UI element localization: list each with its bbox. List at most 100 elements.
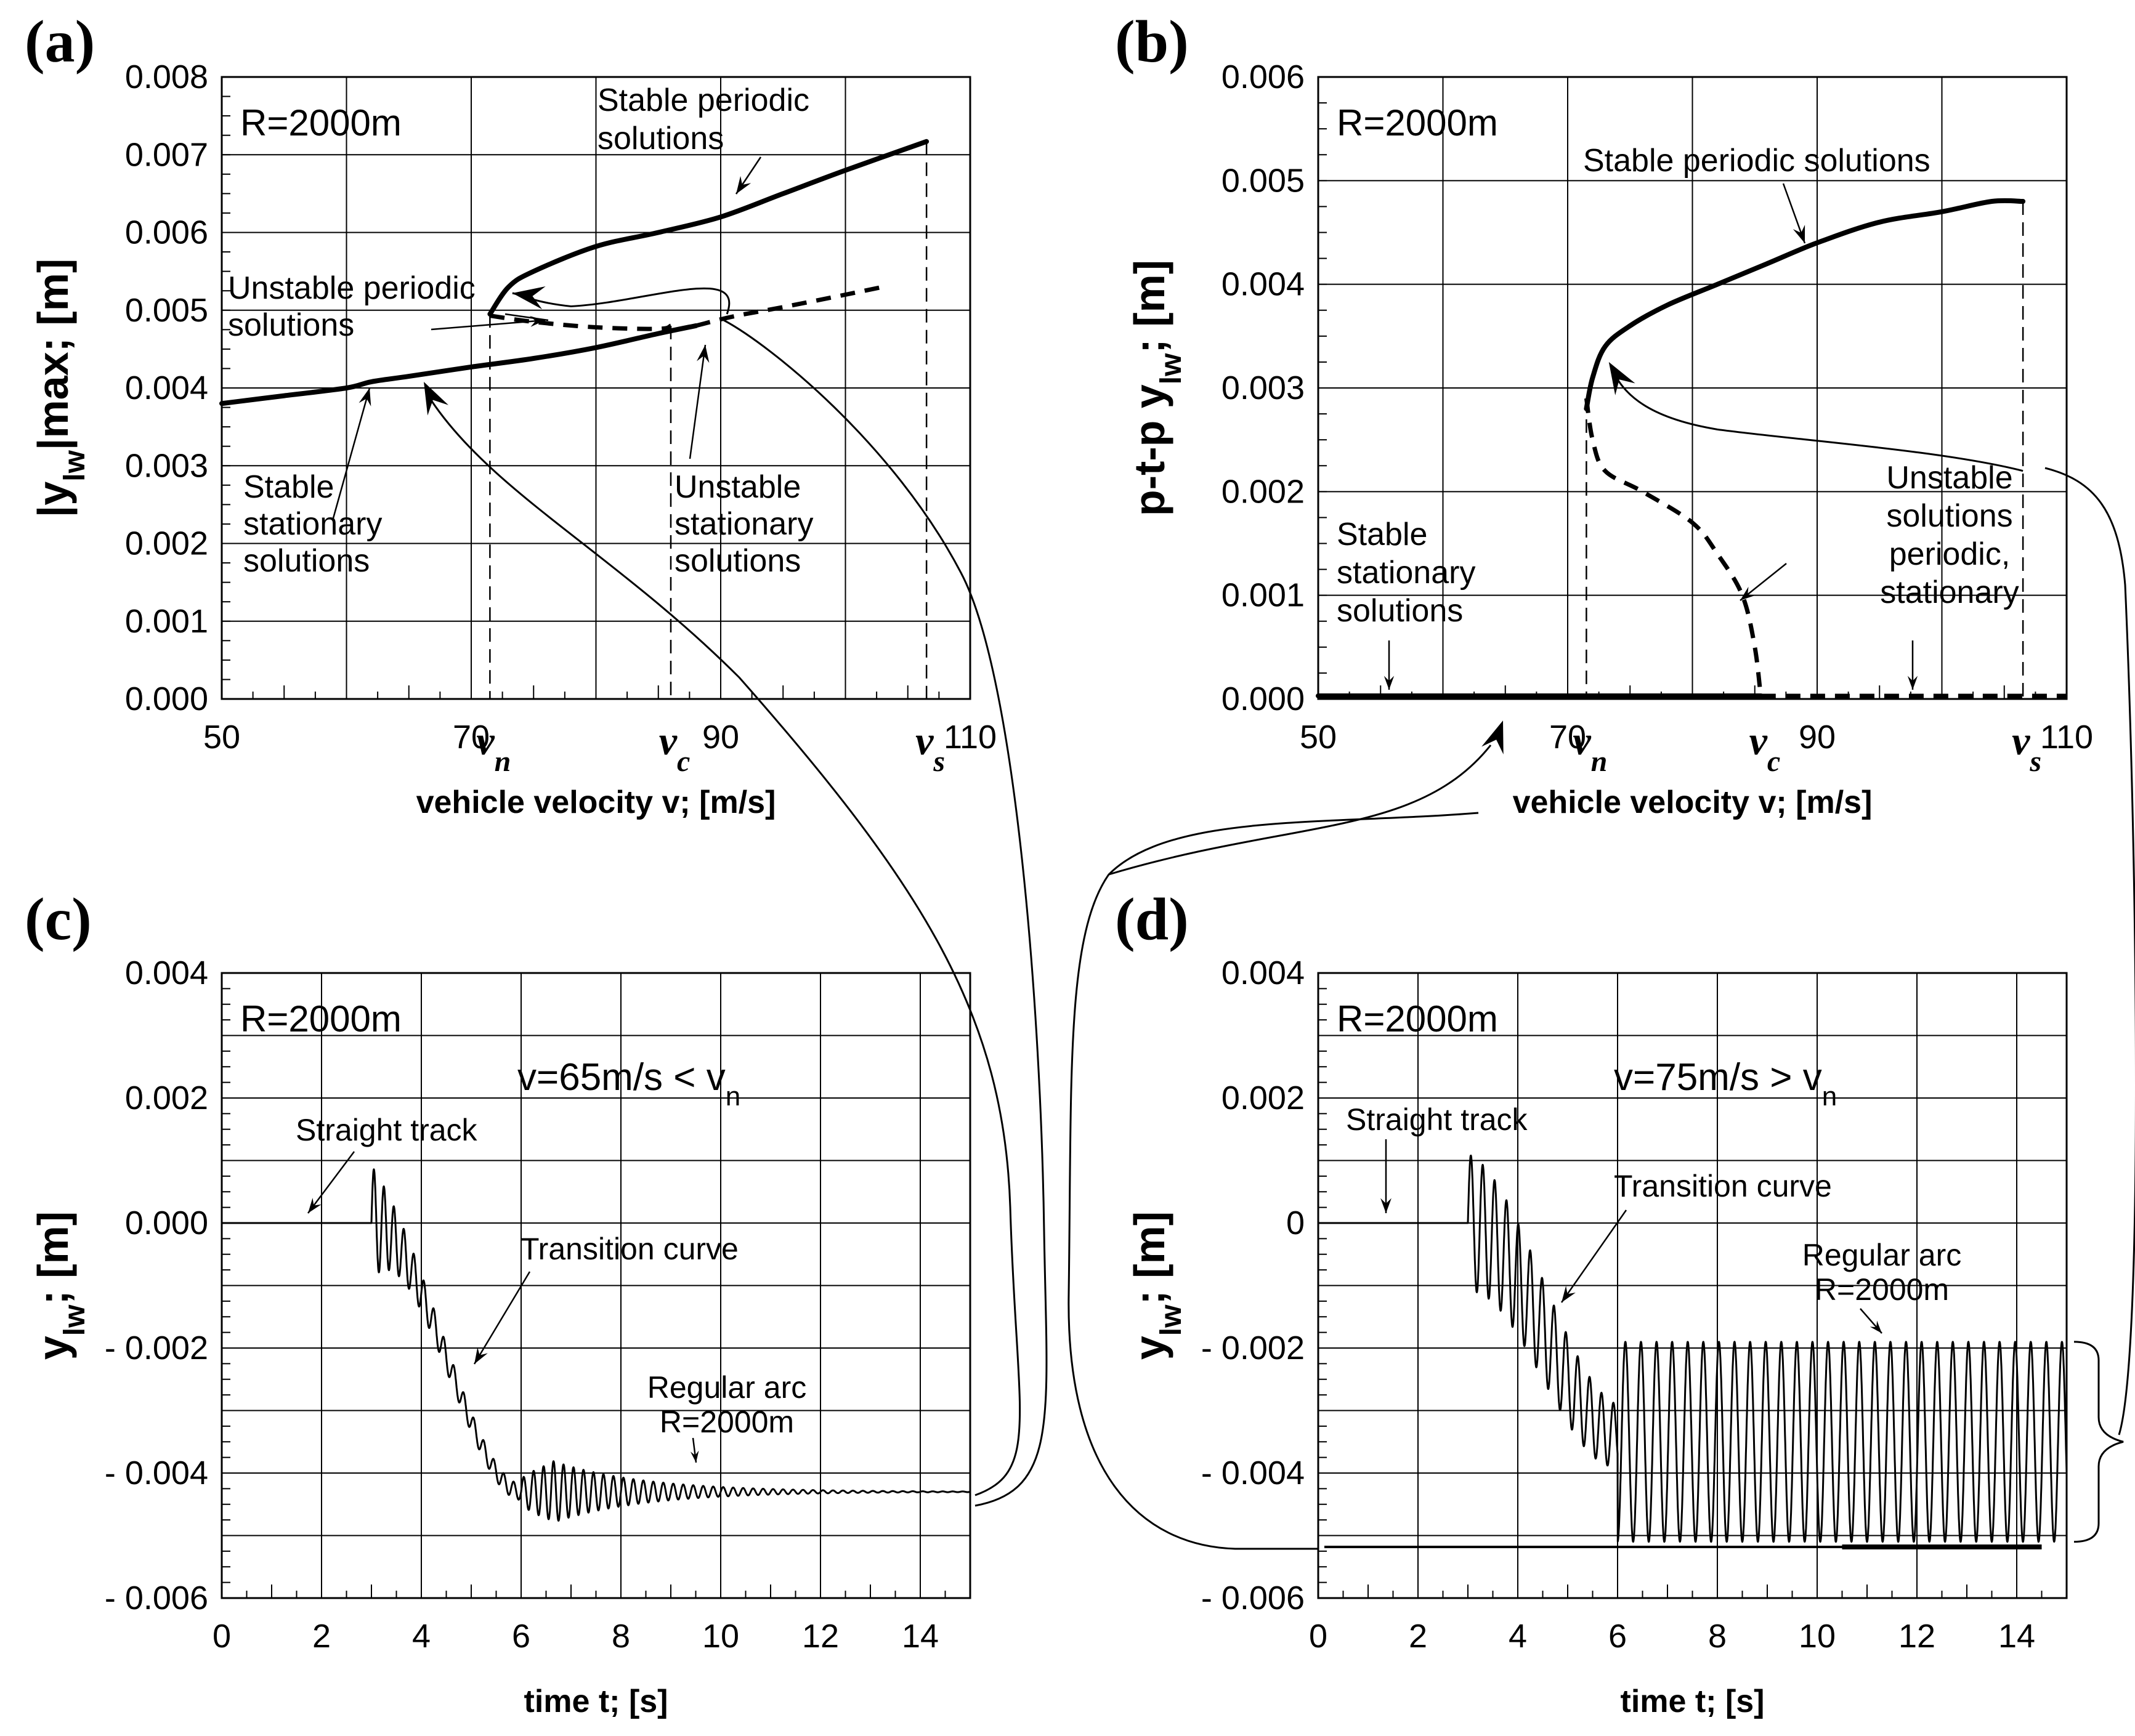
x-tick-label: 2 (312, 1618, 331, 1655)
annotation-text: Stable periodic (598, 83, 809, 118)
y-tick-label: - 0.006 (1201, 1580, 1305, 1617)
velocity-label: v=75m/s > vn (1614, 1056, 1837, 1112)
x-tick-label: 90 (1799, 719, 1836, 756)
annotation-leader (431, 319, 546, 331)
y-tick-label: 0.005 (1221, 162, 1305, 199)
radius-label: R=2000m (240, 998, 402, 1040)
y-tick-label: - 0.004 (1201, 1455, 1305, 1492)
time-signal (1317, 1154, 2068, 1543)
critical-speed-label: vs (2012, 719, 2041, 778)
x-tick-label: 4 (1509, 1618, 1527, 1655)
x-tick-label: 50 (203, 719, 240, 756)
annotation-text: R=2000m (1815, 1272, 1949, 1307)
series-line-2 (489, 313, 672, 331)
annotation-arrowhead (359, 388, 371, 406)
annotation-text: solutions (243, 543, 370, 579)
y-tick-label: 0 (1286, 1205, 1305, 1241)
annotation-arrowhead (690, 1450, 699, 1463)
annotation-text: Transition curve (1614, 1169, 1832, 1203)
x-tick-label: 110 (944, 719, 997, 756)
x-axis-label: vehicle velocity v; [m/s] (416, 785, 776, 820)
x-tick-label: 6 (512, 1618, 530, 1655)
y-tick-label: 0.006 (125, 214, 208, 251)
series-line-0 (219, 323, 699, 406)
annotation-text: Unstable (675, 469, 801, 505)
x-tick-label: 10 (702, 1618, 739, 1655)
x-tick-label: 6 (1608, 1618, 1627, 1655)
annotation-leader (473, 1271, 531, 1365)
time-signal (221, 1168, 971, 1522)
critical-speed-label: vc (1749, 719, 1781, 778)
trajectory-arrowhead (512, 286, 546, 310)
x-axis-label: time t; [s] (1621, 1684, 1765, 1719)
y-tick-label: 0.002 (1221, 473, 1305, 510)
annotation-text: Unstable periodic (228, 270, 476, 306)
radius-label: R=2000m (1337, 998, 1498, 1040)
x-tick-label: 14 (1998, 1618, 2035, 1655)
connector-d-to-b (1068, 812, 1479, 1550)
annotation-arrowhead (1562, 1285, 1576, 1302)
x-tick-label: 8 (1708, 1618, 1727, 1655)
axis-ticks (221, 972, 971, 1599)
x-tick-label: 0 (1309, 1618, 1327, 1655)
annotation-text: stationary (1880, 575, 2019, 610)
series-line-1 (695, 285, 884, 328)
y-tick-label: 0.002 (125, 1080, 208, 1116)
annotation-text: Stable (1337, 517, 1427, 552)
annotation-arrowhead (308, 1198, 322, 1213)
critical-speed-label: vn (1573, 719, 1607, 778)
panel-b: (b) 50 70 90 110 0.000 0.001 0.002 0.003 0.004 0.0… (1115, 9, 2093, 820)
panel-c: (c) 0 2 4 6 8 10 12 14 0.004 0.002 0.000 - 0.002 - 0.… (25, 886, 971, 1719)
annotation-leader (504, 313, 549, 321)
connector-curves (424, 319, 2135, 1550)
annotation-text: R=2000m (660, 1405, 794, 1439)
annotation-text: Stable (243, 469, 334, 505)
x-tick-label: 10 (1799, 1618, 1836, 1655)
y-tick-label: 0.007 (125, 136, 208, 173)
panel-label: (a) (25, 9, 95, 75)
x-tick-label: 70 (1549, 719, 1586, 756)
x-tick-label: 14 (902, 1618, 939, 1655)
y-tick-label: 0.004 (125, 955, 208, 991)
annotation-text: solutions (598, 121, 724, 156)
x-tick-label: 50 (1300, 719, 1337, 756)
annotation-text: Straight track (296, 1113, 478, 1147)
annotation-leader (307, 1151, 355, 1214)
y-tick-label: - 0.004 (105, 1455, 208, 1492)
annotation-leader (1560, 1209, 1627, 1303)
panel-label: (c) (25, 886, 92, 953)
connector-d-to-b-periodic (2044, 467, 2135, 1435)
connector-c-to-a-periodic (723, 319, 1048, 1507)
y-tick-label: 0.003 (125, 447, 208, 484)
annotation-arrowhead (1870, 1320, 1882, 1333)
y-tick-label: 0.008 (125, 59, 208, 95)
annotation-arrowhead (1740, 586, 1756, 600)
y-axis-label: ylw; [m] (29, 1211, 91, 1360)
y-tick-label: 0.004 (1221, 955, 1305, 991)
y-tick-label: 0.002 (125, 525, 208, 562)
annotation-text: Straight track (1346, 1102, 1528, 1137)
critical-speed-label: vn (476, 719, 511, 778)
trajectory-arrowhead (1608, 361, 1635, 395)
annotation-text: Regular arc (1802, 1238, 1961, 1272)
x-tick-label: 12 (802, 1618, 839, 1655)
series-line-3 (487, 139, 930, 317)
x-tick-label: 90 (702, 719, 739, 756)
y-tick-label: 0.001 (1221, 577, 1305, 614)
panel-a: (a) 50 70 90 110 0.000 0.001 0.002 0.003 0.004 0.0… (25, 9, 997, 820)
annotation-arrowhead (1380, 1198, 1392, 1213)
y-tick-label: - 0.002 (105, 1330, 208, 1367)
x-tick-label: 4 (412, 1618, 431, 1655)
annotation-text: stationary (675, 506, 813, 542)
y-axis-label: p-t-p ylw; [m] (1125, 260, 1188, 516)
x-tick-label: 70 (453, 719, 490, 756)
annotation-text: Regular arc (647, 1370, 806, 1405)
annotation-arrowhead (1383, 676, 1395, 690)
annotation-text: Stable periodic solutions (1583, 143, 1930, 179)
y-tick-label: - 0.002 (1201, 1330, 1305, 1367)
annotation-text: solutions (675, 543, 801, 579)
y-tick-label: 0.002 (1221, 1080, 1305, 1116)
connector-arrowhead (1481, 721, 1504, 754)
annotation-text: solutions (1886, 498, 2012, 534)
series-line-4 (1584, 198, 2026, 411)
